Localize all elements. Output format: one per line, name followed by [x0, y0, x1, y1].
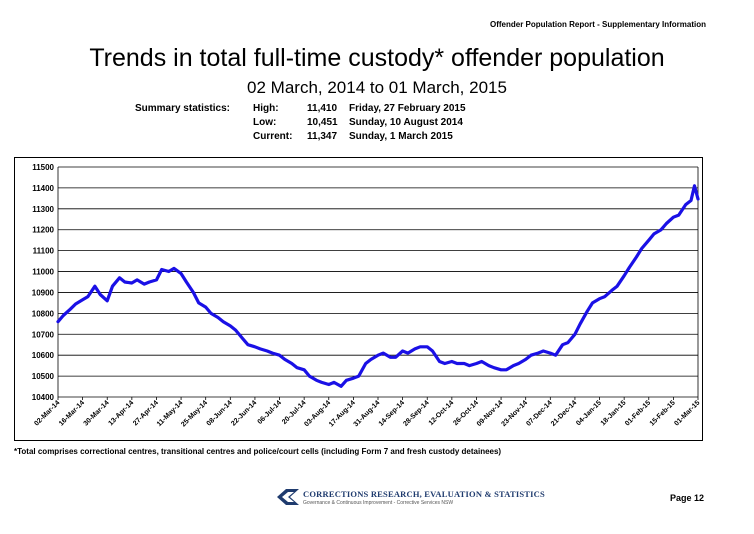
y-tick-label: 11500 [32, 163, 54, 172]
report-header: Offender Population Report - Supplementa… [489, 20, 706, 29]
series-line [56, 184, 700, 388]
y-tick-label: 11000 [32, 268, 54, 277]
y-tick-label: 11400 [32, 184, 54, 193]
summary-label: Summary statistics: [134, 103, 230, 114]
chart-frame [14, 157, 703, 441]
x-tick-label: 22-Jun-14 [230, 399, 258, 427]
y-tick-label: 10900 [32, 288, 55, 297]
summary-key: Low: [253, 117, 277, 128]
organisation-subtitle: Governance & Continuous Improvement - Co… [303, 500, 454, 506]
summary-date: Friday, 27 February 2015 [349, 103, 466, 114]
y-tick-label: 10400 [32, 393, 55, 402]
summary-key: High: [253, 103, 279, 114]
summary-key: Current: [253, 131, 293, 142]
chart-title: Trends in total full-time custody* offen… [89, 44, 665, 72]
x-tick-label: 13-Apr-14 [107, 399, 135, 427]
x-tick-label: 08-Jun-14 [206, 399, 234, 427]
x-tick-label: 01-Mar-15 [673, 399, 701, 427]
y-tick-label: 10600 [32, 351, 55, 360]
summary-value: 11,410 [307, 103, 338, 114]
y-tick-label: 11300 [32, 205, 54, 214]
x-axis-labels: 02-Mar-1416-Mar-1430-Mar-1413-Apr-1427-A… [33, 397, 701, 428]
footnote: *Total comprises correctional centres, t… [14, 447, 502, 456]
page-number: Page 12 [669, 493, 704, 503]
x-tick-label: 25-May-14 [180, 399, 209, 428]
y-tick-label: 10800 [32, 309, 55, 318]
y-tick-label: 10700 [32, 330, 55, 339]
x-tick-label: 04-Jan-15 [575, 399, 603, 427]
x-tick-label: 12-Oct-14 [428, 399, 456, 427]
summary-value: 10,451 [307, 117, 338, 128]
summary-date: Sunday, 10 August 2014 [349, 117, 463, 128]
x-tick-label: 31-Aug-14 [353, 399, 382, 428]
y-axis-labels: 10400 10500 10600 10700 10800 10900 11000 11100… [32, 163, 55, 402]
x-tick-label: 15-Feb-15 [649, 399, 677, 427]
x-tick-label: 28-Sep-14 [402, 399, 430, 427]
x-tick-label: 02-Mar-14 [33, 399, 61, 427]
y-tick-label: 11200 [32, 226, 54, 235]
x-tick-label: 21-Dec-14 [550, 399, 578, 427]
summary-date: Sunday, 1 March 2015 [349, 131, 453, 142]
line-chart: 10400 10500 10600 10700 10800 10900 11000 11100… [14, 157, 703, 441]
x-tick-label: 16-Mar-14 [58, 399, 86, 427]
x-tick-label: 06-Jul-14 [257, 399, 283, 425]
x-tick-label: 23-Nov-14 [500, 399, 529, 428]
chart-subtitle: 02 March, 2014 to 01 March, 2015 [247, 78, 507, 97]
organisation-logo: CORRECTIONS RESEARCH, EVALUATION & STATI… [277, 487, 545, 511]
organisation-name: CORRECTIONS RESEARCH, EVALUATION & STATI… [303, 489, 545, 499]
y-tick-label: 11100 [33, 247, 55, 256]
series-group [56, 184, 700, 388]
x-tick-label: 01-Feb-15 [624, 399, 652, 427]
x-tick-label: 30-Mar-14 [83, 399, 111, 427]
logo-chevron-icon [277, 489, 299, 505]
summary-value: 11,347 [307, 131, 338, 142]
y-tick-label: 10500 [32, 372, 55, 381]
